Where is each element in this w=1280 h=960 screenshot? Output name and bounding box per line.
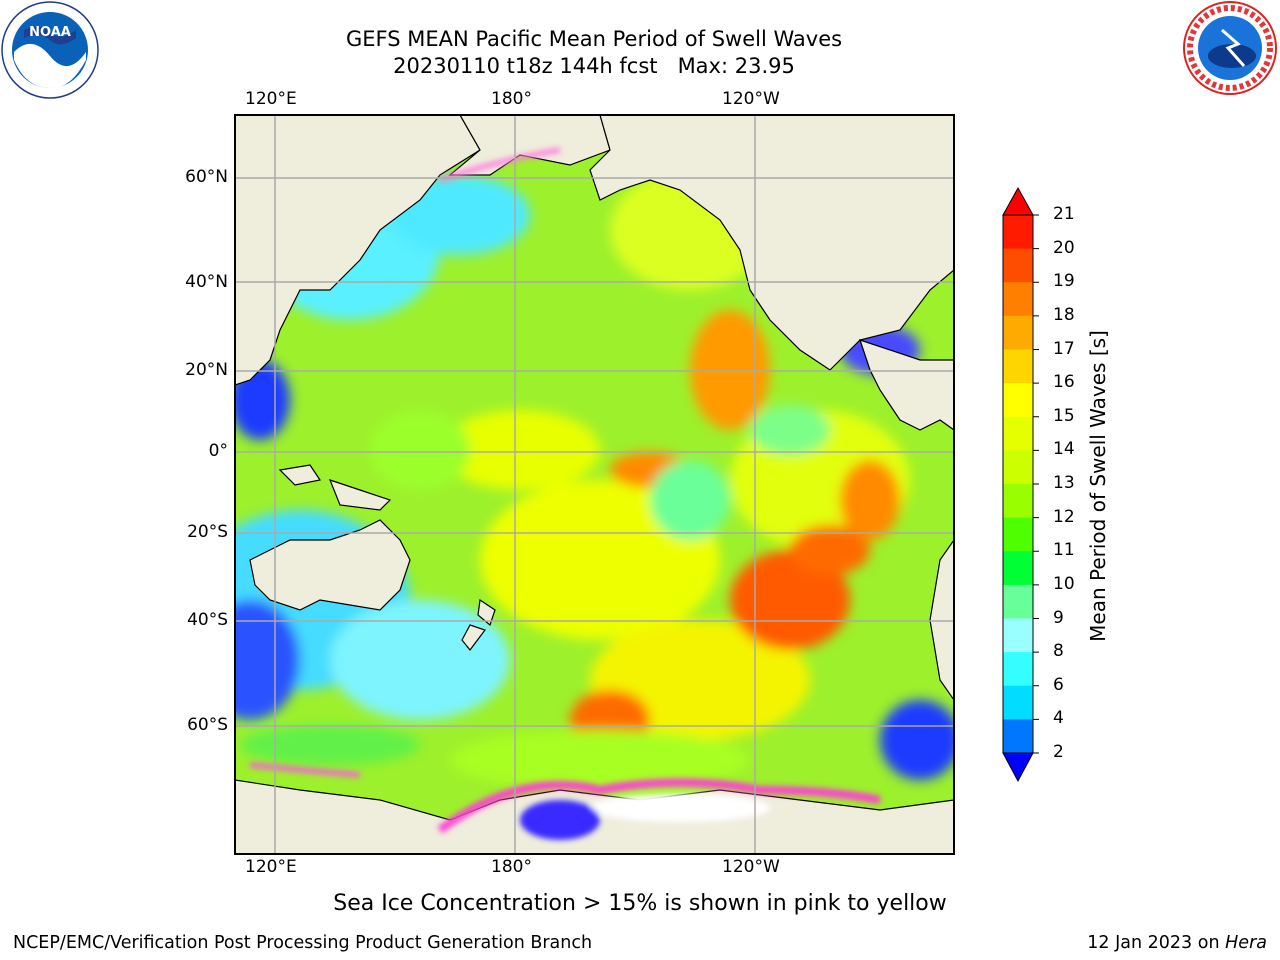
colorbar-segment <box>1003 282 1033 317</box>
colorbar-segment <box>1003 450 1033 485</box>
colorbar-tick-label: 2 <box>1053 742 1064 762</box>
noaa-logo-text: NOAA <box>29 25 71 40</box>
lat-tick-60s: 60°S <box>187 715 228 735</box>
colorbar-segment <box>1003 383 1033 418</box>
date-value: 12 Jan 2023 on <box>1087 933 1220 953</box>
colorbar-tick-label: 21 <box>1053 204 1075 224</box>
colorbar-segment <box>1003 719 1033 754</box>
colorbar-tick-label: 8 <box>1053 641 1064 662</box>
colorbar-tick-label: 4 <box>1053 708 1064 729</box>
colorbar-segment <box>1003 652 1033 687</box>
lat-tick-20n: 20°N <box>185 360 228 380</box>
lon-tick-bottom-120e: 120°E <box>245 857 297 877</box>
colorbar-tick-label: 11 <box>1053 540 1075 561</box>
colorbar-min-arrow <box>1002 752 1034 783</box>
lat-tick-20s: 20°S <box>187 522 228 542</box>
colorbar <box>1002 186 1039 783</box>
lat-tick-40n: 40°N <box>185 272 228 292</box>
colorbar-tick-label: 9 <box>1053 607 1064 628</box>
colorbar-segment <box>1003 248 1033 283</box>
colorbar-tick-label: 16 <box>1053 372 1075 393</box>
colorbar-max-arrow <box>1002 186 1034 216</box>
nws-logo <box>1183 1 1277 95</box>
colorbar-segment <box>1003 484 1033 519</box>
run-time: 20230110 t18z 144h fcst <box>393 54 658 78</box>
colorbar-tick-label: 20 <box>1053 237 1075 258</box>
colorbar-tick-label: 13 <box>1053 473 1075 493</box>
sea-ice <box>249 147 881 840</box>
lon-tick-top-120w: 120°W <box>722 89 780 109</box>
machine-name: Hera <box>1225 933 1267 953</box>
lon-tick-bottom-120w: 120°W <box>722 857 780 877</box>
colorbar-segment <box>1003 584 1033 619</box>
lon-tick-top-120e: 120°E <box>245 89 297 109</box>
colorbar-tick-label: 18 <box>1053 304 1075 325</box>
colorbar-tick-label: 17 <box>1053 338 1075 359</box>
max-value: Max: 23.95 <box>677 54 795 78</box>
pacific-map <box>235 115 954 854</box>
colorbar-segment <box>1003 618 1033 653</box>
colorbar-segment <box>1003 416 1033 451</box>
colorbar-tick-label: 14 <box>1053 439 1075 460</box>
map-subtitle: 20230110 t18z 144h fcst Max: 23.95 <box>0 54 1188 78</box>
graticule <box>235 115 954 854</box>
lon-tick-bottom-180: 180° <box>491 857 532 877</box>
lat-tick-0: 0° <box>208 441 228 461</box>
colorbar-segment <box>1003 517 1033 552</box>
lon-tick-top-180: 180° <box>491 89 532 109</box>
credit-text: NCEP/EMC/Verification Post Processing Pr… <box>13 933 593 953</box>
sea-ice-note: Sea Ice Concentration > 15% is shown in … <box>333 891 947 916</box>
map-frame <box>234 114 955 855</box>
colorbar-tick-label: 6 <box>1053 674 1064 695</box>
colorbar-tick-label: 10 <box>1053 573 1075 594</box>
colorbar-segment <box>1003 685 1033 720</box>
colorbar-label: Mean Period of Swell Waves [s] <box>1086 330 1110 642</box>
colorbar-segment <box>1003 215 1033 250</box>
colorbar-tick-label: 19 <box>1053 271 1075 292</box>
map-title: GEFS MEAN Pacific Mean Period of Swell W… <box>345 27 843 51</box>
colorbar-tick-label: 15 <box>1053 405 1075 426</box>
colorbar-segment <box>1003 551 1033 586</box>
colorbar-segment <box>1003 315 1033 350</box>
colorbar-tick-label: 12 <box>1053 506 1075 527</box>
date-text: 12 Jan 2023 on Hera <box>1087 933 1267 953</box>
lat-tick-60n: 60°N <box>185 167 228 187</box>
colorbar-segment <box>1003 349 1033 384</box>
lat-tick-40s: 40°S <box>187 610 228 630</box>
noaa-logo: NOAA <box>1 1 99 99</box>
